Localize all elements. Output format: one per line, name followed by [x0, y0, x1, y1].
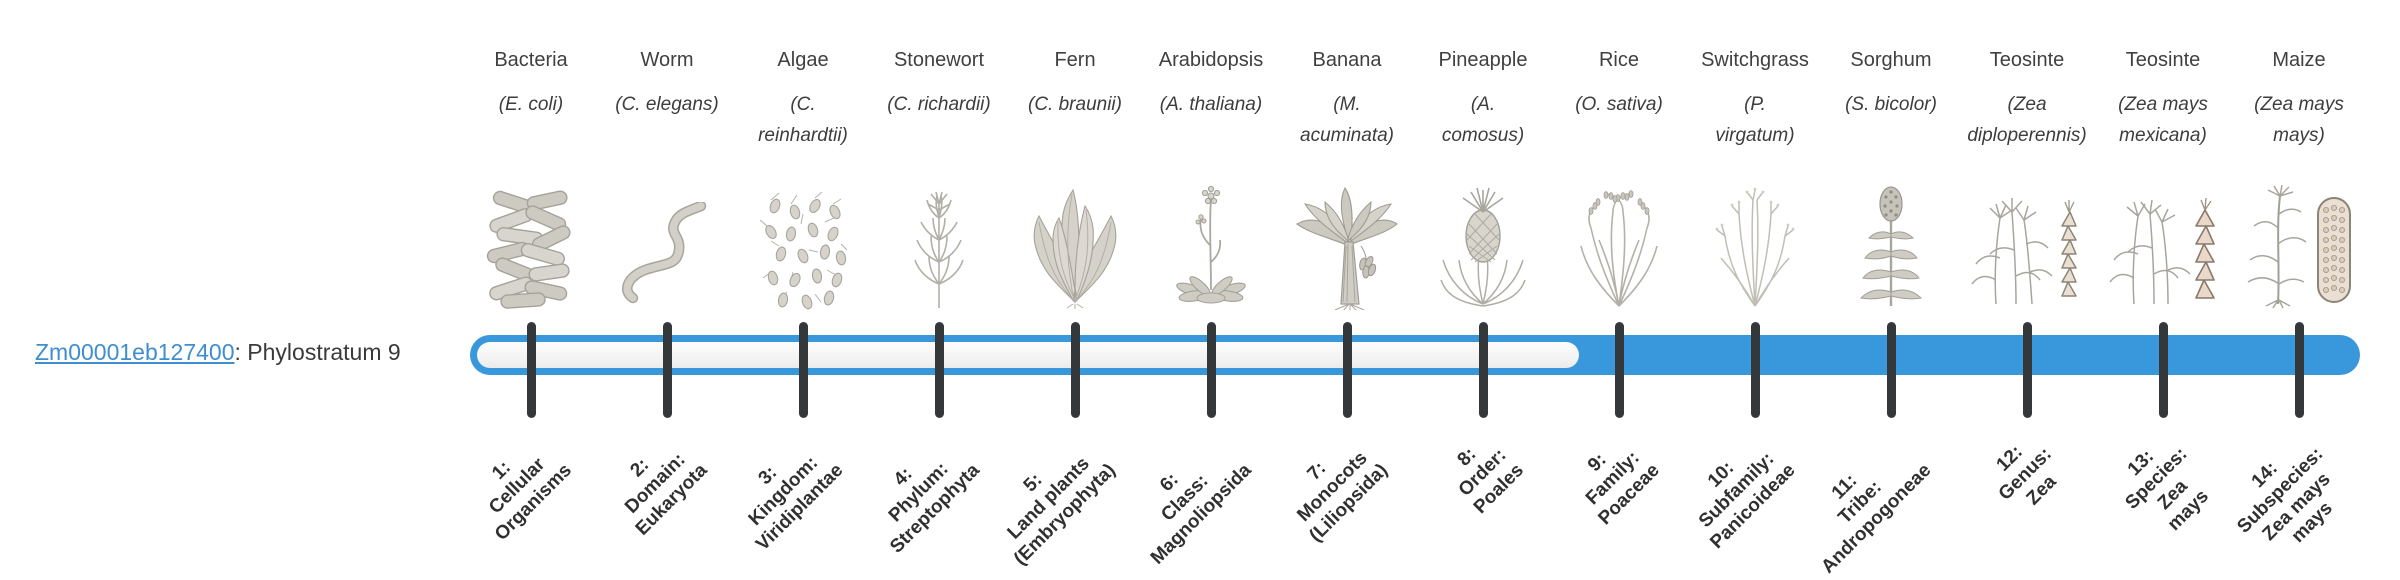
organism-name: Rice [1598, 49, 1639, 71]
organism-name: Worm [640, 49, 694, 71]
gene-label: Zm00001eb127400: Phylostratum 9 [35, 339, 401, 366]
organism-name: Teosinte [1989, 49, 2065, 71]
organism-column: Rice (O. sativa) 9: Family: Poaceae [1551, 45, 1687, 580]
fern-icon [1033, 188, 1117, 309]
timeline-tick [2022, 322, 2032, 418]
organism-name: Teosinte [2125, 49, 2201, 71]
sorghum-icon [1859, 186, 1923, 306]
organism-column: Algae (C. reinhardtii) [735, 45, 871, 580]
timeline-tick [1478, 322, 1488, 418]
pineapple-icon [1440, 187, 1526, 307]
teosinte-diploperennis-icon [1971, 198, 2077, 305]
timeline-tick [934, 322, 944, 418]
organism-scientific-name: (Zea diploperennis) [1967, 94, 2087, 146]
organism-column: Arabidopsis (A. thaliana) [1143, 45, 1279, 580]
stratum-label: 9: Family: Poaceae [1582, 447, 1664, 530]
timeline-tick [526, 322, 536, 418]
timeline-bar-unfilled-segment [477, 342, 1580, 368]
organism-scientific-name: (C. braunii) [1028, 94, 1122, 115]
stratum-label: 12: Genus: Zea [1992, 441, 2060, 510]
stonewort-icon [914, 191, 964, 308]
organism-scientific-name: (C. richardii) [887, 94, 991, 115]
organism-column: Teosinte (Zea mays mexicana) 13: Species… [2095, 45, 2231, 580]
worm-icon [622, 202, 707, 304]
organism-name: Pineapple [1438, 49, 1528, 71]
switchgrass-icon [1715, 187, 1795, 307]
stratum-label: 3: Kingdom: Viridiplantae [745, 452, 848, 555]
organism-scientific-name: (M. acuminata) [1300, 94, 1394, 146]
rice-icon [1580, 190, 1658, 307]
organism-name: Sorghum [1850, 49, 1932, 71]
organism-name: Arabidopsis [1158, 49, 1264, 71]
stratum-label: 2: Domain: Eukaryota [621, 449, 712, 540]
bacteria-icon [486, 190, 571, 309]
organism-column: Worm (C. elegans) 2: Domain: Eukaryota [599, 45, 735, 580]
timeline-tick [798, 322, 808, 418]
organism-scientific-name: (E. coli) [498, 94, 564, 115]
timeline-bar [470, 335, 2360, 375]
organism-name: Stonewort [893, 49, 985, 71]
organism-column: Banana (M. acuminata) [1279, 45, 1415, 580]
timeline-tick [2158, 322, 2168, 418]
timeline-tick [1886, 322, 1896, 418]
organism-name: Algae [777, 49, 829, 71]
timeline-tick [1750, 322, 1760, 418]
phylostratum-text: : Phylostratum 9 [234, 339, 401, 365]
organism-scientific-name: (Zea mays mexicana) [2118, 94, 2208, 146]
organism-scientific-name: (C. elegans) [615, 94, 719, 115]
maize-icon [2247, 184, 2351, 309]
gene-id-link[interactable]: Zm00001eb127400 [35, 339, 235, 365]
stratum-label: 8: Order: Poales [1453, 443, 1528, 518]
organism-scientific-name: (S. bicolor) [1845, 94, 1937, 115]
arabidopsis-icon [1176, 185, 1246, 304]
organism-column: Sorghum (S. bicolor) 11: Tribe: Andropo [1818, 45, 1959, 580]
timeline-tick [2294, 322, 2304, 418]
organism-column: Fern (C. braunii) 5: Land plants (Embryo… [1004, 45, 1143, 580]
timeline-tick [1614, 322, 1624, 418]
stratum-label: 1: Cellular Organisms [485, 454, 576, 545]
organism-name: Fern [1054, 49, 1096, 71]
organism-column: Stonewort (C. richardii) 4: Phylum: Stre… [871, 45, 1007, 580]
timeline-columns: Bacteria (E. coli) 1: Cellular Organisms [463, 45, 2367, 580]
stratum-label: 7: Monocots (Liliopsida) [1293, 447, 1392, 547]
algae-icon [759, 191, 848, 310]
stratum-label: 10: Subfamily: Panicoideae [1695, 448, 1800, 553]
banana-icon [1295, 186, 1398, 310]
organism-name: Switchgrass [1701, 49, 1809, 71]
organism-scientific-name: (C. reinhardtii) [758, 94, 848, 146]
stratum-label: 13: Species: Zea mays [2121, 443, 2213, 536]
stratum-label: 14: Subspecies: Zea mays mays [2233, 443, 2337, 548]
organism-column: Teosinte (Zea diploperennis) 12: Genus: … [1959, 45, 2095, 580]
organism-scientific-name: (P. virgatum) [1715, 94, 1795, 146]
organism-scientific-name: (A. comosus) [1441, 94, 1525, 146]
organism-scientific-name: (A. thaliana) [1159, 94, 1263, 115]
organism-column: Switchgrass (P. virgatum) 10: Subfamily:… [1687, 45, 1823, 580]
organism-name: Bacteria [494, 49, 568, 71]
organism-column: Pineapple (A. comosus) 8: Order: Poales [1415, 45, 1551, 580]
teosinte-mexicana-icon [2109, 197, 2215, 305]
organism-column: Bacteria (E. coli) 1: Cellular Organisms [463, 45, 599, 580]
organism-column: Maize (Zea mays mays) [2231, 45, 2367, 580]
timeline-tick [662, 322, 672, 418]
organism-name: Banana [1312, 49, 1382, 71]
stratum-label: 4: Phylum: Streptophyta [884, 458, 984, 558]
timeline-tick [1342, 322, 1352, 418]
organism-scientific-name: (Zea mays mays) [2254, 94, 2344, 146]
timeline-tick [1070, 322, 1080, 418]
organism-name: Maize [2272, 49, 2326, 71]
timeline-tick [1206, 322, 1216, 418]
organism-scientific-name: (O. sativa) [1575, 94, 1663, 115]
